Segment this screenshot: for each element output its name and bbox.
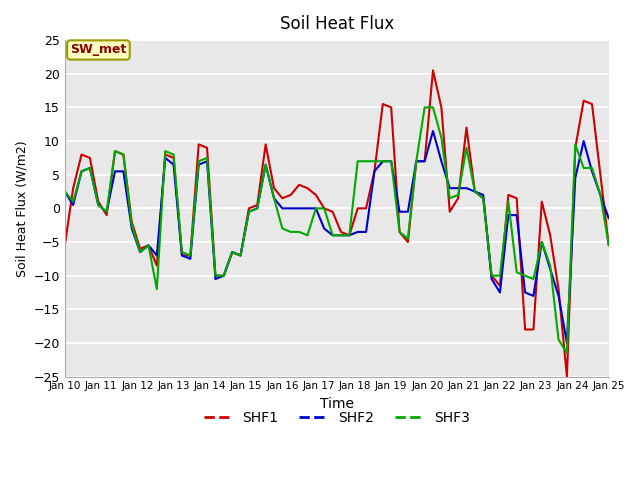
SHF3 — [496, 273, 504, 278]
SHF1 — [303, 185, 311, 191]
SHF3 — [103, 209, 111, 215]
Legend: SHF1, SHF2, SHF3: SHF1, SHF2, SHF3 — [198, 405, 476, 430]
SHF3 — [228, 249, 236, 255]
Y-axis label: Soil Heat Flux (W/m2): Soil Heat Flux (W/m2) — [15, 140, 28, 276]
SHF2 — [61, 189, 68, 194]
SHF2 — [195, 162, 202, 168]
SHF1 — [295, 182, 303, 188]
SHF2 — [303, 205, 311, 211]
SHF1 — [61, 242, 68, 248]
SHF3 — [195, 158, 202, 164]
X-axis label: Time: Time — [320, 397, 354, 411]
SHF3 — [421, 105, 429, 110]
SHF2 — [228, 249, 236, 255]
SHF2 — [429, 128, 437, 134]
Title: Soil Heat Flux: Soil Heat Flux — [280, 15, 394, 33]
SHF3 — [303, 232, 311, 238]
Line: SHF1: SHF1 — [65, 71, 609, 377]
SHF1 — [563, 374, 571, 380]
SHF2 — [295, 205, 303, 211]
SHF1 — [103, 212, 111, 218]
SHF2 — [563, 340, 571, 346]
SHF3 — [605, 242, 612, 248]
SHF1 — [605, 242, 612, 248]
Line: SHF3: SHF3 — [65, 108, 609, 353]
Text: SW_met: SW_met — [70, 44, 127, 57]
SHF1 — [195, 142, 202, 147]
SHF1 — [228, 249, 236, 255]
SHF3 — [295, 229, 303, 235]
SHF3 — [61, 189, 68, 194]
SHF2 — [103, 209, 111, 215]
SHF1 — [429, 68, 437, 73]
SHF1 — [496, 283, 504, 288]
SHF2 — [496, 289, 504, 295]
Line: SHF2: SHF2 — [65, 131, 609, 343]
SHF3 — [563, 350, 571, 356]
SHF2 — [605, 216, 612, 221]
